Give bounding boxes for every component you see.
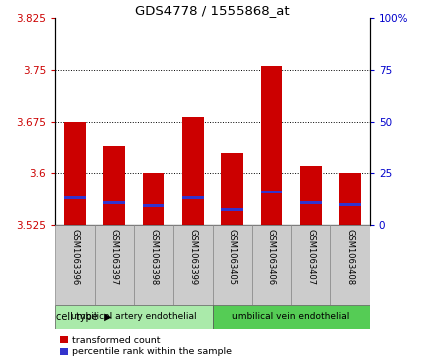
Text: umbilical vein endothelial: umbilical vein endothelial [232, 312, 350, 321]
Text: GSM1063398: GSM1063398 [149, 229, 158, 285]
Text: GSM1063399: GSM1063399 [188, 229, 197, 285]
Text: GSM1063408: GSM1063408 [346, 229, 354, 285]
Bar [182, 196, 204, 199]
Bar [103, 201, 125, 204]
Bar [143, 204, 164, 207]
Bar [173, 225, 212, 305]
Bar [291, 225, 331, 305]
Bar [94, 225, 134, 305]
Bar [182, 117, 204, 225]
Bar [134, 225, 173, 305]
Bar [64, 196, 86, 199]
Bar [261, 191, 282, 193]
Bar [55, 305, 212, 329]
Bar [339, 173, 361, 225]
Bar [143, 173, 164, 225]
Bar [221, 208, 243, 211]
Legend: transformed count, percentile rank within the sample: transformed count, percentile rank withi… [60, 336, 232, 356]
Text: GSM1063406: GSM1063406 [267, 229, 276, 285]
Text: cell type  ▶: cell type ▶ [56, 312, 112, 322]
Bar [252, 225, 291, 305]
Text: GSM1063405: GSM1063405 [228, 229, 237, 285]
Text: GSM1063407: GSM1063407 [306, 229, 315, 285]
Title: GDS4778 / 1555868_at: GDS4778 / 1555868_at [135, 4, 290, 17]
Bar [212, 225, 252, 305]
Text: GSM1063396: GSM1063396 [71, 229, 79, 285]
Bar [261, 66, 282, 225]
Bar [212, 305, 370, 329]
Bar [339, 203, 361, 206]
Bar [300, 201, 322, 204]
Text: GSM1063397: GSM1063397 [110, 229, 119, 285]
Bar [300, 167, 322, 225]
Bar [64, 122, 86, 225]
Bar [55, 225, 94, 305]
Bar [331, 225, 370, 305]
Text: umbilical artery endothelial: umbilical artery endothelial [71, 312, 197, 321]
Bar [221, 153, 243, 225]
Bar [103, 146, 125, 225]
